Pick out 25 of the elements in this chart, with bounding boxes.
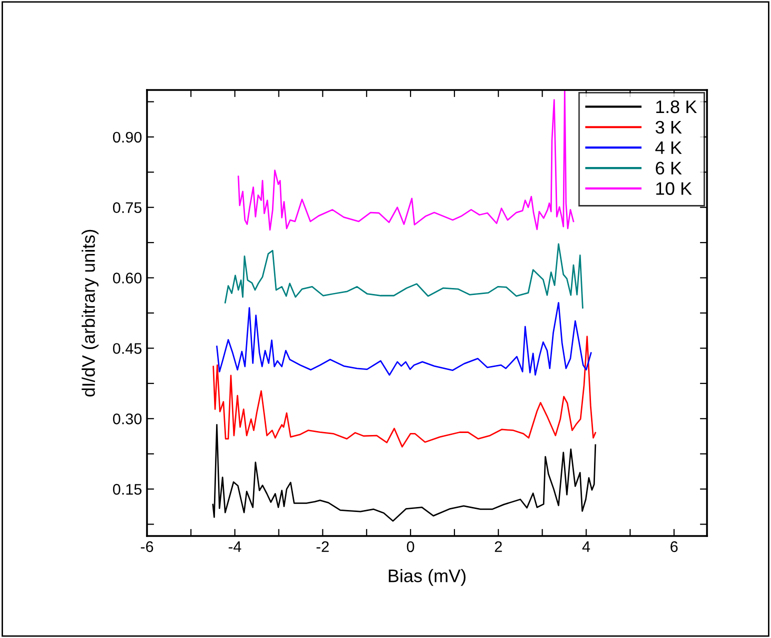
y-tick-label: 0.15 <box>113 484 142 495</box>
legend-label: 1.8 K <box>656 100 697 114</box>
y-tick-label: 0.30 <box>113 414 142 424</box>
legend-label: 10 K <box>656 182 692 195</box>
y-axis-title: dI/dV (arbitrary units) <box>82 230 99 397</box>
x-tick-label: 4 <box>582 541 590 552</box>
line-series <box>238 90 574 231</box>
x-tick-label: 6 <box>670 541 678 552</box>
legend-label: 3 K <box>656 120 682 134</box>
legend-label: 6 K <box>656 162 682 175</box>
x-tick-label: -4 <box>228 541 242 552</box>
line-series <box>212 336 596 448</box>
line-series <box>212 424 596 522</box>
legend-label: 4 K <box>655 141 682 154</box>
x-tick-label: -2 <box>316 541 329 552</box>
y-tick-label: 0.60 <box>113 272 142 284</box>
x-tick-label: 0 <box>406 541 414 552</box>
line-series <box>224 243 584 309</box>
x-tick-label: -6 <box>140 541 154 552</box>
x-tick-label: 2 <box>494 541 502 552</box>
y-tick-label: 0.90 <box>113 132 142 143</box>
y-tick-label: 0.75 <box>113 202 142 214</box>
y-tick-label: 0.45 <box>113 343 142 354</box>
line-series <box>216 302 592 376</box>
x-axis-title: Bias (mV) <box>388 568 466 586</box>
